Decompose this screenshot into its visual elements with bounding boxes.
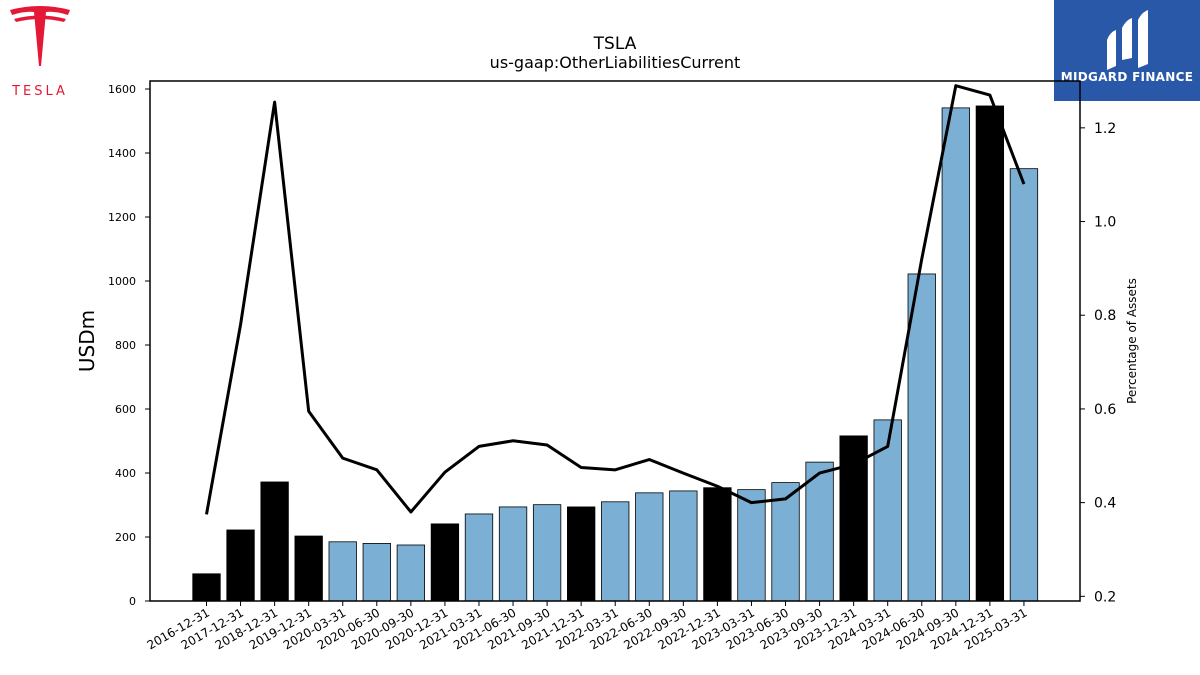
bar-2022-06-30 — [635, 492, 664, 602]
bar-2020-12-31 — [430, 523, 460, 602]
y-tick-label-right: 1.2 — [1094, 121, 1116, 137]
bar-2022-12-31 — [703, 487, 732, 602]
y-tick-label-right: 0.6 — [1094, 402, 1116, 418]
bar-2024-06-30 — [907, 273, 936, 602]
y-axis-label-left: USDm — [75, 310, 99, 372]
y-axis-label-right: Percentage of Assets — [1125, 278, 1139, 404]
bar-2024-09-30 — [941, 107, 970, 602]
bar-2022-09-30 — [669, 490, 698, 602]
chart-title: TSLA — [593, 34, 637, 54]
tesla-t-icon — [10, 6, 70, 66]
bar-2024-12-31 — [975, 105, 1005, 602]
bar-2025-03-31 — [1009, 168, 1039, 602]
y-tick-label-left: 600 — [115, 403, 136, 416]
y-tick-label-left: 0 — [129, 595, 136, 608]
tesla-wordmark: TESLA — [11, 84, 68, 99]
bar-2021-12-31 — [567, 506, 596, 602]
y-tick-label-left: 1600 — [108, 83, 136, 96]
y-tick-label-left: 1200 — [108, 211, 136, 224]
bar-2018-12-31 — [260, 481, 289, 602]
line-series — [205, 84, 1026, 515]
y-tick-label-right: 0.2 — [1094, 589, 1116, 605]
bar-2017-12-31 — [226, 529, 255, 602]
bar-series — [192, 105, 1039, 602]
y-tick-label-left: 400 — [115, 467, 136, 480]
bar-2023-06-30 — [771, 482, 800, 602]
bar-2019-12-31 — [294, 535, 323, 602]
bar-2021-09-30 — [532, 504, 562, 602]
bar-2021-03-31 — [464, 513, 494, 602]
midgard-wordmark: MIDGARD FINANCE — [1061, 70, 1193, 84]
y-tick-label-left: 200 — [115, 531, 136, 544]
y-tick-label-left: 1000 — [108, 275, 136, 288]
y-tick-label-right: 0.4 — [1094, 496, 1116, 512]
y-tick-label-left: 800 — [115, 339, 136, 352]
bar-2021-06-30 — [498, 506, 528, 602]
midgard-m-icon — [1107, 10, 1148, 70]
bar-2020-06-30 — [362, 543, 391, 602]
bar-2020-09-30 — [396, 544, 426, 602]
y-tick-label-right: 1.0 — [1094, 215, 1116, 231]
bar-2016-12-31 — [192, 573, 221, 602]
percentage-of-assets-line — [205, 84, 1026, 515]
bar-2020-03-31 — [328, 541, 357, 602]
tesla-logo: TESLA — [10, 6, 70, 99]
bar-2023-09-30 — [805, 461, 834, 602]
y-tick-label-left: 1400 — [108, 147, 136, 160]
midgard-finance-logo: MIDGARD FINANCE — [1054, 0, 1200, 101]
chart-subtitle: us-gaap:OtherLiabilitiesCurrent — [490, 53, 741, 72]
bar-2023-03-31 — [737, 489, 766, 602]
bar-2022-03-31 — [601, 501, 630, 602]
y-tick-label-right: 0.8 — [1094, 308, 1116, 324]
